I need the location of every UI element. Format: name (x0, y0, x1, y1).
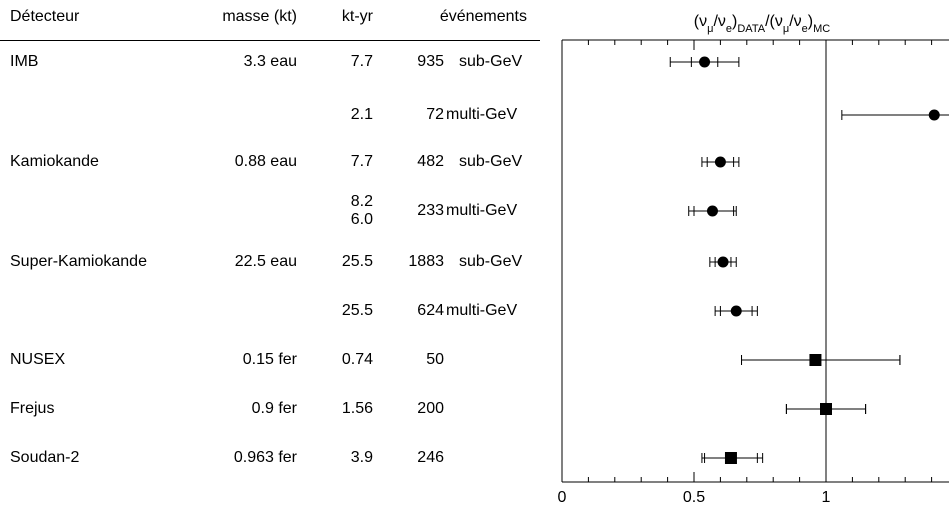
row-events: 935 (417, 53, 444, 70)
row-mass: 0.15 fer (242, 351, 297, 368)
row-ktyr: 0.74 (341, 351, 373, 368)
data-point-circle (706, 205, 718, 217)
row-events: 1883 (408, 253, 444, 270)
row-ktyr-2: 6.0 (350, 211, 373, 228)
row-events: 200 (417, 400, 444, 417)
row-ktyr: 7.7 (350, 153, 373, 170)
data-point-square (820, 403, 832, 415)
row-ktyr: 2.1 (350, 106, 373, 123)
row-detector: NUSEX (10, 351, 66, 368)
row-events: 50 (426, 351, 444, 368)
data-point-circle (717, 256, 729, 268)
row-detector: Frejus (10, 400, 55, 417)
x-tick-label: 0.5 (683, 489, 705, 506)
row-mass: 0.963 fer (233, 449, 297, 466)
row-detector: Super-Kamiokande (10, 253, 147, 270)
row-ktyr: 3.9 (350, 449, 373, 466)
header-divider (0, 40, 540, 41)
row-events: 624 (417, 302, 444, 319)
row-type: sub-GeV (459, 53, 523, 70)
row-mass: 22.5 eau (234, 253, 297, 270)
chart-title: (νμ/νe)DATA/(νμ/νe)MC (694, 13, 830, 35)
data-point-square (809, 354, 822, 366)
data-point-circle (699, 56, 711, 68)
data-point-circle (928, 109, 940, 121)
row-ktyr: 1.56 (341, 400, 373, 417)
header-events: événements (439, 8, 527, 25)
x-tick-label: 1 (822, 489, 831, 506)
row-ktyr: 7.7 (350, 53, 373, 70)
row-ktyr: 8.2 (350, 193, 373, 210)
row-type: multi-GeV (446, 106, 518, 123)
row-detector: Kamiokande (10, 153, 99, 170)
row-events: 233 (417, 202, 444, 219)
data-point-square (724, 452, 737, 464)
row-mass: 3.3 eau (243, 53, 297, 70)
row-type: sub-GeV (459, 153, 523, 170)
row-detector: Soudan-2 (10, 449, 80, 466)
x-tick-label: 0 (558, 489, 567, 506)
row-detector: IMB (10, 53, 39, 70)
row-mass: 0.9 fer (251, 400, 297, 417)
row-events: 246 (417, 449, 444, 466)
header-ktyr: kt-yr (341, 8, 373, 25)
row-events: 72 (426, 106, 444, 123)
row-type: multi-GeV (446, 202, 518, 219)
row-type: multi-GeV (446, 302, 518, 319)
header-detector: Détecteur (10, 8, 80, 25)
row-ktyr: 25.5 (341, 302, 373, 319)
data-point-circle (730, 305, 742, 317)
data-point-circle (714, 156, 726, 168)
header-mass: masse (kt) (222, 8, 297, 25)
row-events: 482 (417, 153, 444, 170)
row-ktyr: 25.5 (341, 253, 373, 270)
row-type: sub-GeV (459, 253, 523, 270)
row-mass: 0.88 eau (234, 153, 297, 170)
